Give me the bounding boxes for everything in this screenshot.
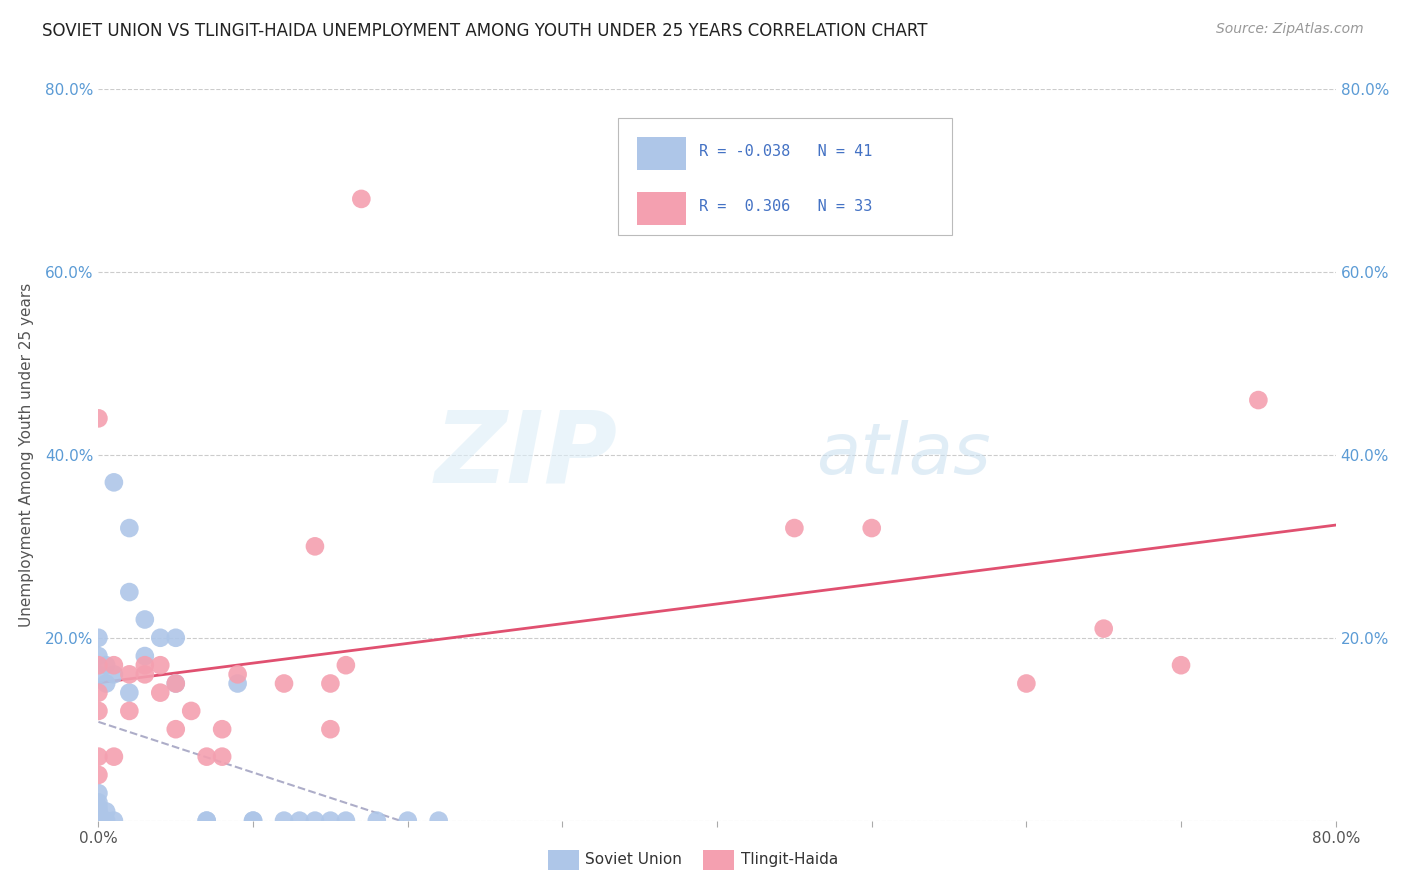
Point [273,676,295,690]
Point [304,539,326,553]
Point [149,631,172,645]
Point [273,814,295,828]
Point [304,814,326,828]
Point [319,676,342,690]
Point [87,667,110,681]
Point [96,676,118,690]
Point [211,749,233,764]
Point [87,805,110,819]
FancyBboxPatch shape [637,192,686,225]
Point [118,685,141,699]
Point [87,800,110,814]
Point [226,667,249,681]
Point [211,723,233,737]
FancyBboxPatch shape [619,119,952,235]
Point [288,814,311,828]
Text: R =  0.306   N = 33: R = 0.306 N = 33 [699,199,872,214]
Point [1247,392,1270,407]
Point [96,658,118,673]
Point [195,814,218,828]
Point [118,585,141,599]
Point [87,805,110,819]
Point [103,749,125,764]
Y-axis label: Unemployment Among Youth under 25 years: Unemployment Among Youth under 25 years [18,283,34,627]
Point [783,521,806,535]
Point [195,749,218,764]
Point [87,649,110,664]
Point [350,192,373,206]
Text: Source: ZipAtlas.com: Source: ZipAtlas.com [1216,22,1364,37]
Point [319,723,342,737]
Point [149,685,172,699]
Point [335,814,357,828]
Text: ZIP: ZIP [434,407,619,503]
Point [103,814,125,828]
Point [134,658,156,673]
Point [427,814,450,828]
Point [87,796,110,810]
Text: Soviet Union: Soviet Union [585,853,682,867]
Text: Tlingit-Haida: Tlingit-Haida [741,853,838,867]
Point [242,814,264,828]
Text: R = -0.038   N = 41: R = -0.038 N = 41 [699,144,872,159]
Point [180,704,202,718]
Point [87,749,110,764]
Point [226,676,249,690]
Point [149,658,172,673]
Point [335,658,357,673]
Point [1170,658,1192,673]
Point [87,814,110,828]
Text: SOVIET UNION VS TLINGIT-HAIDA UNEMPLOYMENT AMONG YOUTH UNDER 25 YEARS CORRELATIO: SOVIET UNION VS TLINGIT-HAIDA UNEMPLOYME… [42,22,928,40]
Point [134,613,156,627]
Point [165,676,187,690]
Point [195,814,218,828]
Point [96,805,118,819]
Point [87,411,110,425]
Point [860,521,883,535]
Point [103,667,125,681]
Point [96,814,118,828]
Point [242,814,264,828]
Point [103,658,125,673]
Point [87,704,110,718]
Point [118,704,141,718]
Point [1092,622,1115,636]
Point [165,676,187,690]
Point [366,814,388,828]
Point [103,475,125,490]
Point [165,631,187,645]
Point [87,631,110,645]
Point [87,809,110,823]
Point [87,768,110,782]
Text: atlas: atlas [815,420,991,490]
Point [87,685,110,699]
Point [87,658,110,673]
Point [87,814,110,828]
FancyBboxPatch shape [637,136,686,169]
Point [118,667,141,681]
Point [87,814,110,828]
Point [134,667,156,681]
Point [134,649,156,664]
Point [1015,676,1038,690]
Point [165,723,187,737]
Point [319,814,342,828]
Point [87,786,110,800]
Point [118,521,141,535]
Point [396,814,419,828]
Point [87,814,110,828]
